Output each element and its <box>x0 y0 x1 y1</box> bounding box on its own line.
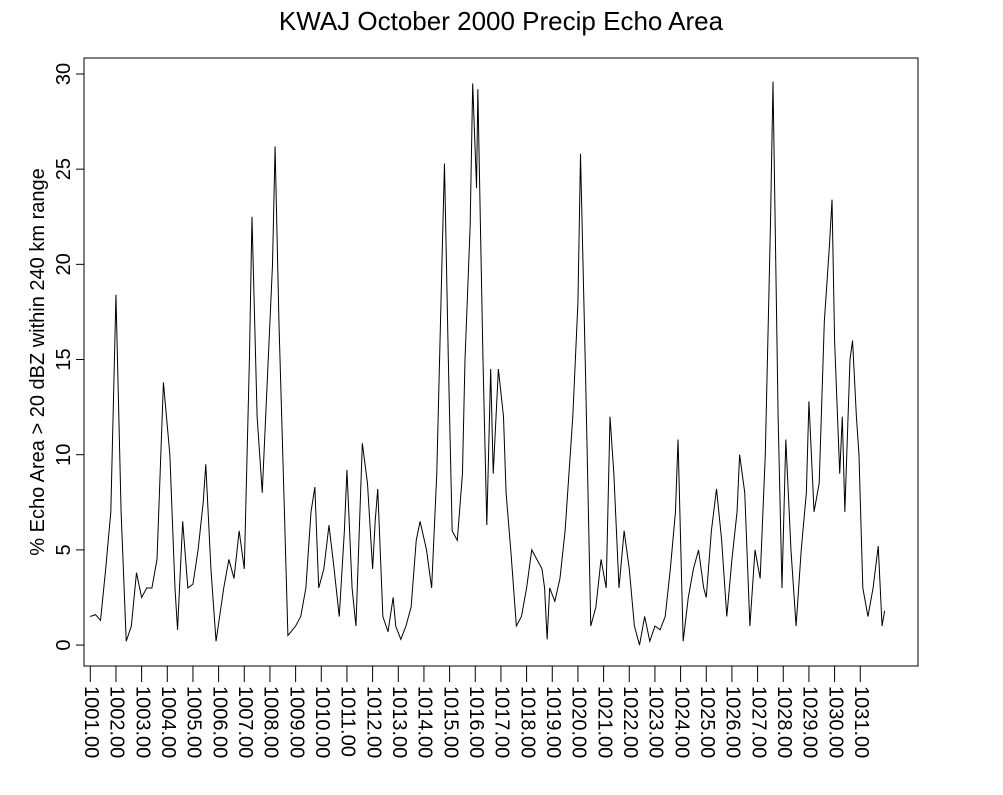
x-tick-label: 1006.00 <box>208 686 230 758</box>
x-tick-label: 1003.00 <box>131 686 153 758</box>
x-tick-label: 1026.00 <box>722 686 744 758</box>
x-tick-label: 1014.00 <box>414 686 436 758</box>
x-tick-label: 1011.00 <box>337 686 359 757</box>
x-tick-label: 1019.00 <box>542 686 564 758</box>
x-tick-label: 1016.00 <box>465 686 487 758</box>
x-tick-label: 1025.00 <box>696 686 718 758</box>
x-tick-label: 1007.00 <box>234 686 256 758</box>
y-tick-label: 10 <box>53 444 75 466</box>
x-tick-label: 1024.00 <box>670 686 692 758</box>
x-tick-label: 1022.00 <box>619 686 641 758</box>
x-tick-label: 1010.00 <box>311 686 333 758</box>
x-tick-label: 1001.00 <box>80 686 102 758</box>
x-tick-label: 1013.00 <box>388 686 410 758</box>
chart-title: KWAJ October 2000 Precip Echo Area <box>279 6 724 36</box>
x-tick-label: 1002.00 <box>106 686 128 758</box>
x-tick-label: 1004.00 <box>157 686 179 758</box>
x-tick-label: 1015.00 <box>439 686 461 758</box>
x-tick-label: 1031.00 <box>850 686 872 758</box>
x-tick-label: 1020.00 <box>568 686 590 758</box>
x-tick-label: 1017.00 <box>491 686 513 758</box>
x-tick-label: 1021.00 <box>593 686 615 758</box>
x-tick-label: 1023.00 <box>645 686 667 758</box>
y-tick-label: 25 <box>53 158 75 180</box>
y-tick-label: 20 <box>53 253 75 275</box>
x-tick-label: 1005.00 <box>183 686 205 758</box>
y-tick-label: 15 <box>53 348 75 370</box>
y-tick-label: 5 <box>53 544 75 555</box>
x-tick-label: 1018.00 <box>516 686 538 758</box>
x-tick-label: 1027.00 <box>747 686 769 758</box>
y-axis-label: % Echo Area > 20 dBZ within 240 km range <box>27 168 49 555</box>
x-tick-label: 1009.00 <box>285 686 307 758</box>
data-line <box>90 81 886 646</box>
x-tick-label: 1030.00 <box>824 686 846 758</box>
x-tick-label: 1012.00 <box>362 686 384 758</box>
x-tick-label: 1029.00 <box>799 686 821 758</box>
x-tick-label: 1028.00 <box>773 686 795 758</box>
y-tick-label: 30 <box>53 63 75 85</box>
y-tick-label: 0 <box>53 639 75 650</box>
x-tick-label: 1008.00 <box>260 686 282 758</box>
